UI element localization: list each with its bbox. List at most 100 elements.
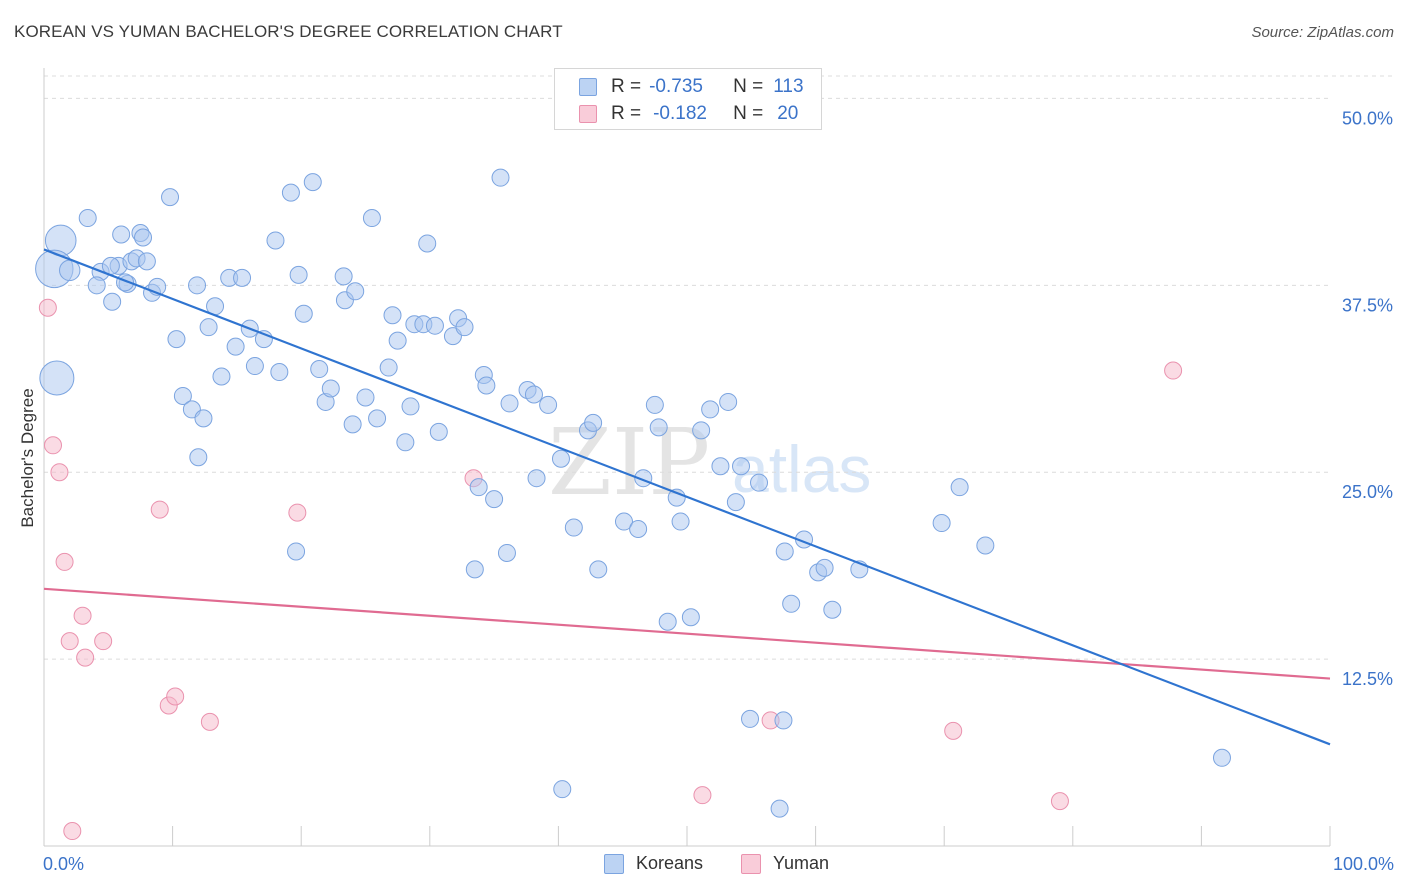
korean-point <box>281 183 300 202</box>
korean-point <box>270 363 289 382</box>
koreans-swatch <box>579 78 597 96</box>
korean-point <box>485 490 504 509</box>
korean-point <box>401 397 420 416</box>
korean-point <box>294 304 313 323</box>
korean-point <box>199 318 218 337</box>
r-value: -0.735 <box>649 76 703 97</box>
korean-point <box>173 386 192 405</box>
korean-point <box>553 780 572 799</box>
korean-point <box>429 422 448 441</box>
korean-point <box>469 478 488 497</box>
yuman-point <box>50 463 69 482</box>
korean-point <box>500 394 519 413</box>
korean-point <box>368 409 387 428</box>
korean-point <box>775 542 794 561</box>
korean-point <box>726 493 745 512</box>
korean-point <box>645 395 664 414</box>
korean-point <box>564 518 583 537</box>
korean-point <box>194 409 213 428</box>
korean-point <box>346 282 365 301</box>
yuman-point <box>288 503 307 522</box>
korean-point <box>321 379 340 398</box>
korean-point <box>711 457 730 476</box>
yuman-point <box>1164 361 1183 380</box>
korean-point <box>233 268 252 287</box>
korean-point <box>614 512 633 531</box>
yuman-point <box>693 786 712 805</box>
y-tick-labels: 12.5% 25.0% 37.5% 50.0% <box>1342 108 1393 689</box>
yuman-point <box>944 721 963 740</box>
yuman-point <box>166 687 185 706</box>
korean-point <box>137 252 156 271</box>
korean-point <box>303 173 322 192</box>
korean-point <box>671 512 690 531</box>
korean-point <box>539 395 558 414</box>
korean-point <box>245 357 264 376</box>
korean-point <box>823 600 842 619</box>
y-axis-label: Bachelor's Degree <box>18 388 37 527</box>
korean-point <box>491 168 510 187</box>
koreans-legend-label: Koreans <box>636 853 704 873</box>
yuman-point <box>200 712 219 731</box>
korean-point <box>189 448 208 467</box>
korean-point <box>167 330 186 349</box>
chart-title: KOREAN VS YUMAN BACHELOR'S DEGREE CORREL… <box>14 22 563 41</box>
korean-point <box>658 612 677 631</box>
n-value: 113 <box>773 76 804 97</box>
legend-row-yuman: R = -0.182 N = 20 <box>579 102 798 126</box>
n-label: N = <box>733 76 764 97</box>
korean-point <box>477 376 496 395</box>
korean-point <box>396 433 415 452</box>
korean-point <box>750 473 769 492</box>
korean-point <box>425 316 444 335</box>
yuman-point <box>60 632 79 651</box>
korean-point <box>39 360 75 396</box>
n-label: N = <box>733 103 764 124</box>
series-legend: Koreans Yuman <box>0 853 1406 877</box>
korean-point <box>87 276 106 295</box>
korean-point <box>388 331 407 350</box>
korean-point <box>212 367 231 386</box>
yuman-trend-line <box>43 587 1331 680</box>
watermark-atlas: atlas <box>732 432 871 506</box>
korean-trend-line <box>43 248 1331 746</box>
korean-point <box>1212 748 1231 767</box>
r-label: R = <box>611 103 642 124</box>
korean-point <box>932 514 951 533</box>
koreans-legend-swatch <box>604 853 624 874</box>
y-tick-label: 50.0% <box>1342 108 1393 128</box>
legend-item-koreans: Koreans <box>604 853 703 874</box>
yuman-point <box>1050 792 1069 811</box>
korean-point <box>134 228 153 247</box>
trend-lines <box>43 248 1331 746</box>
korean-point <box>589 560 608 579</box>
watermark-zip: ZIP <box>548 409 710 516</box>
n-value: 20 <box>777 103 799 124</box>
korean-point <box>343 415 362 434</box>
korean-point <box>103 292 122 311</box>
korean-point <box>701 400 720 419</box>
korean-point <box>379 358 398 377</box>
korean-point <box>524 385 543 404</box>
korean-points <box>35 168 1231 818</box>
korean-point <box>551 449 570 468</box>
yuman-swatch <box>579 105 597 123</box>
korean-point <box>782 594 801 613</box>
r-label: R = <box>611 76 642 97</box>
y-tick-label: 37.5% <box>1342 295 1393 315</box>
x-tick-label: 0.0% <box>43 854 84 874</box>
korean-point <box>692 421 711 440</box>
yuman-legend-swatch <box>741 853 761 874</box>
korean-point <box>770 799 789 818</box>
yuman-point <box>38 298 57 317</box>
korean-point <box>287 542 306 561</box>
yuman-point <box>63 822 82 841</box>
korean-point <box>732 457 751 476</box>
korean-point <box>497 543 516 562</box>
korean-point <box>465 560 484 579</box>
correlation-legend: R = -0.735 N = 113 R = -0.182 N = 20 <box>554 68 822 130</box>
korean-point <box>649 418 668 437</box>
korean-point <box>188 276 207 295</box>
korean-point <box>161 188 180 207</box>
